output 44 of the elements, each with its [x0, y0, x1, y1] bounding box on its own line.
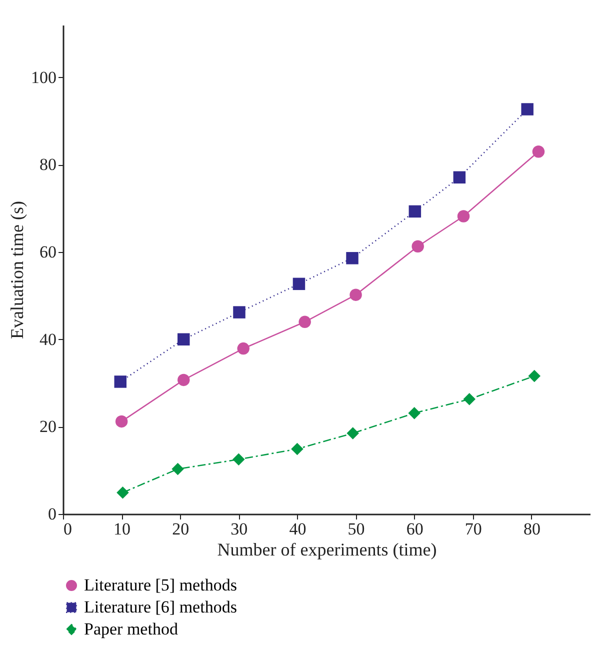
y-tick-label: 60 — [40, 242, 56, 262]
point — [232, 453, 245, 466]
point — [463, 393, 476, 406]
point — [237, 342, 250, 355]
point — [350, 288, 362, 301]
point — [346, 252, 358, 264]
point — [453, 171, 466, 184]
point — [292, 278, 306, 290]
point — [408, 407, 420, 420]
point — [178, 374, 190, 386]
point — [291, 442, 304, 456]
point — [521, 103, 534, 116]
x-tick-label: 20 — [172, 520, 190, 538]
point — [114, 376, 127, 388]
y-tick-label: 0 — [48, 504, 56, 524]
x-tick-label: 10 — [114, 520, 131, 538]
point — [528, 370, 540, 382]
point — [115, 415, 128, 428]
x-tick-label: 70 — [464, 520, 482, 538]
point — [233, 306, 246, 318]
point — [178, 333, 190, 346]
x-tick-label: 50 — [348, 520, 365, 538]
x-tick-label: 40 — [289, 520, 306, 538]
point — [408, 205, 422, 218]
y-tick-label: 20 — [40, 417, 56, 436]
point — [412, 240, 424, 252]
point — [116, 486, 129, 499]
point — [346, 427, 359, 440]
y-tick-label: 80 — [40, 155, 56, 174]
y-tick-label: 40 — [40, 330, 56, 349]
point — [298, 316, 311, 328]
legend-label: Literature [5] methods — [84, 576, 237, 594]
x-tick-label: 0 — [64, 520, 72, 538]
point — [457, 210, 470, 222]
y-tick-label: 100 — [31, 68, 56, 87]
x-tick-label: 80 — [523, 520, 540, 538]
x-tick-label: 60 — [406, 520, 424, 538]
x-axis-title: Number of experiments (time) — [217, 540, 437, 560]
y-axis-title: Evaluation time (s) — [7, 201, 27, 339]
x-tick-label: 30 — [230, 520, 248, 538]
point — [532, 146, 545, 158]
legend-label: Paper method — [84, 620, 178, 638]
legend-label: Literature [6] methods — [84, 598, 237, 616]
point — [172, 462, 184, 476]
